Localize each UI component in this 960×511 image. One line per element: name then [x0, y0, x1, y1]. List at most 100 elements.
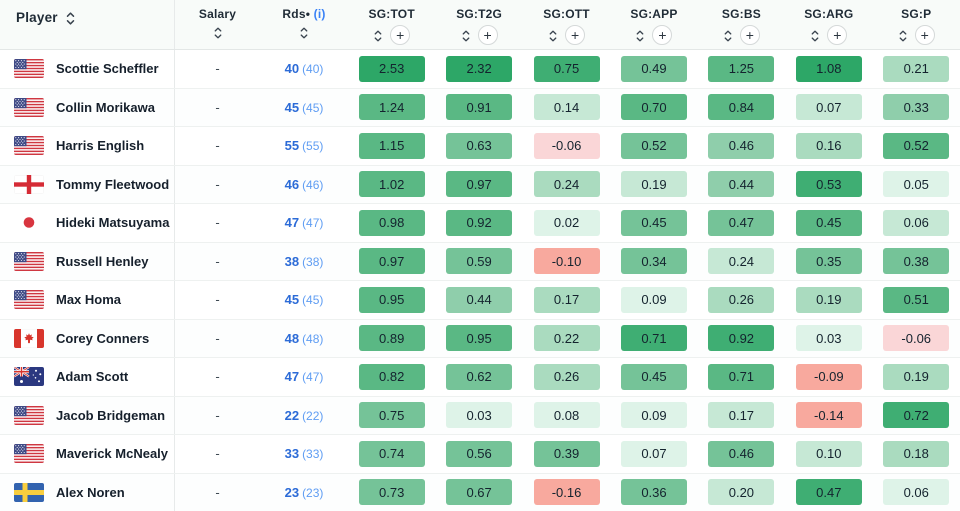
table-row[interactable]: Collin Morikawa - 45 (45) 1.24 0.91 0.14 … — [0, 88, 960, 127]
sg-ott-value: 0.22 — [533, 325, 600, 352]
plus-icon[interactable]: + — [739, 25, 760, 45]
salary-value: - — [215, 215, 220, 231]
rounds-paren: (47) — [302, 216, 324, 231]
rounds-value[interactable]: 48 (48) — [260, 331, 348, 346]
plus-icon[interactable]: + — [914, 25, 935, 45]
sg-t2g-value: 0.92 — [446, 209, 513, 236]
table-row[interactable]: Jacob Bridgeman - 22 (22) 0.75 0.03 0.08 … — [0, 396, 960, 435]
plus-icon[interactable]: + — [827, 25, 848, 45]
sg-arg-value: 1.08 — [795, 55, 862, 82]
sort-icon[interactable] — [65, 11, 76, 26]
table-row[interactable]: Corey Conners - 48 (48) 0.89 0.95 0.22 0.… — [0, 319, 960, 358]
rounds-value[interactable]: 22 (22) — [260, 408, 348, 423]
player-cell[interactable]: Max Homa — [0, 281, 175, 319]
sort-icon[interactable] — [635, 29, 645, 43]
player-cell[interactable]: Adam Scott — [0, 358, 175, 396]
rounds-value[interactable]: 33 (33) — [260, 446, 348, 461]
sort-icon[interactable] — [723, 29, 733, 43]
rounds-main: 48 — [284, 330, 300, 346]
sg-p-value: 0.19 — [883, 363, 950, 390]
sg-ott-value: 0.75 — [533, 55, 600, 82]
sg-t2g-value: 0.59 — [446, 248, 513, 275]
sg-app-value: 0.71 — [620, 325, 687, 352]
table-row[interactable]: Russell Henley - 38 (38) 0.97 0.59 -0.10 … — [0, 242, 960, 281]
player-cell[interactable]: Corey Conners — [0, 319, 175, 357]
table-row[interactable]: Maverick McNealy - 33 (33) 0.74 0.56 0.39… — [0, 435, 960, 474]
rounds-main: 38 — [284, 253, 300, 269]
sort-icon[interactable] — [299, 26, 309, 40]
plus-icon[interactable]: + — [565, 25, 586, 45]
player-cell[interactable]: Alex Noren — [0, 473, 175, 511]
rounds-value[interactable]: 47 (47) — [260, 369, 348, 384]
rounds-paren: (46) — [302, 177, 324, 192]
sg-t2g-value: 0.67 — [446, 479, 513, 506]
player-cell[interactable]: Harris English — [0, 127, 175, 165]
rounds-value[interactable]: 55 (55) — [260, 138, 348, 153]
sg-app-value: 0.45 — [620, 363, 687, 390]
flag-us-icon — [14, 97, 44, 117]
table-row[interactable]: Max Homa - 45 (45) 0.95 0.44 0.17 0.09 0.… — [0, 281, 960, 320]
sort-icon[interactable] — [461, 29, 471, 43]
sg-ott-value: 0.02 — [533, 209, 600, 236]
sg-app-value: 0.52 — [620, 132, 687, 159]
player-name: Max Homa — [56, 292, 122, 308]
sort-icon[interactable] — [810, 29, 820, 43]
sort-icon[interactable] — [213, 26, 223, 40]
plus-icon[interactable]: + — [390, 25, 411, 45]
sg-tot-value: 0.95 — [358, 286, 425, 313]
sg-bs-value: 0.17 — [708, 402, 775, 429]
column-header-sg-arg: SG:ARG + — [785, 0, 872, 49]
sg-p-value: 0.51 — [883, 286, 950, 313]
player-cell[interactable]: Tommy Fleetwood — [0, 165, 175, 203]
sort-icon[interactable] — [373, 29, 383, 43]
rounds-value[interactable]: 47 (47) — [260, 215, 348, 230]
rounds-value[interactable]: 23 (23) — [260, 485, 348, 500]
sg-ott-value: -0.10 — [533, 248, 600, 275]
sg-t2g-value: 0.97 — [446, 171, 513, 198]
flag-us-icon — [14, 59, 44, 79]
sort-icon[interactable] — [898, 29, 908, 43]
sg-app-value: 0.09 — [620, 402, 687, 429]
player-cell[interactable]: Scottie Scheffler — [0, 50, 175, 88]
sg-ott-value: 0.26 — [533, 363, 600, 390]
rounds-value[interactable]: 38 (38) — [260, 254, 348, 269]
flag-us-icon — [14, 290, 44, 310]
table-row[interactable]: Hideki Matsuyama - 47 (47) 0.98 0.92 0.02… — [0, 204, 960, 243]
player-cell[interactable]: Maverick McNealy — [0, 435, 175, 473]
salary-value: - — [215, 292, 220, 308]
rounds-value[interactable]: 45 (45) — [260, 100, 348, 115]
sg-tot-value: 1.02 — [358, 171, 425, 198]
player-name: Russell Henley — [56, 253, 149, 269]
sg-app-value: 0.70 — [620, 94, 687, 121]
table-row[interactable]: Adam Scott - 47 (47) 0.82 0.62 0.26 0.45 … — [0, 358, 960, 397]
sg-tot-value: 1.24 — [358, 94, 425, 121]
column-header-player: Player — [0, 0, 175, 49]
player-cell[interactable]: Hideki Matsuyama — [0, 204, 175, 242]
player-name: Maverick McNealy — [56, 446, 169, 462]
table-row[interactable]: Alex Noren - 23 (23) 0.73 0.67 -0.16 0.36… — [0, 473, 960, 511]
player-cell[interactable]: Jacob Bridgeman — [0, 396, 175, 434]
plus-icon[interactable]: + — [477, 25, 498, 45]
player-cell[interactable]: Russell Henley — [0, 242, 175, 280]
table-row[interactable]: Harris English - 55 (55) 1.15 0.63 -0.06 … — [0, 127, 960, 166]
rounds-value[interactable]: 46 (46) — [260, 177, 348, 192]
sg-arg-label: SG:ARG — [804, 7, 854, 21]
salary-column-label: Salary — [198, 7, 237, 21]
rounds-value[interactable]: 45 (45) — [260, 292, 348, 307]
player-name: Alex Noren — [56, 484, 125, 500]
sg-p-value: 0.72 — [883, 402, 950, 429]
rounds-value[interactable]: 40 (40) — [260, 61, 348, 76]
table-row[interactable]: Scottie Scheffler - 40 (40) 2.53 2.32 0.7… — [0, 50, 960, 89]
sg-arg-value: 0.35 — [795, 248, 862, 275]
plus-icon[interactable]: + — [652, 25, 673, 45]
sg-arg-value: -0.09 — [795, 363, 862, 390]
sg-ott-value: 0.14 — [533, 94, 600, 121]
sort-icon[interactable] — [548, 29, 558, 43]
table-row[interactable]: Tommy Fleetwood - 46 (46) 1.02 0.97 0.24 … — [0, 165, 960, 204]
sg-bs-value: 0.44 — [708, 171, 775, 198]
rounds-paren: (38) — [302, 254, 324, 269]
info-icon[interactable]: (i) — [313, 7, 326, 21]
player-cell[interactable]: Collin Morikawa — [0, 88, 175, 126]
sg-ott-value: 0.24 — [533, 171, 600, 198]
